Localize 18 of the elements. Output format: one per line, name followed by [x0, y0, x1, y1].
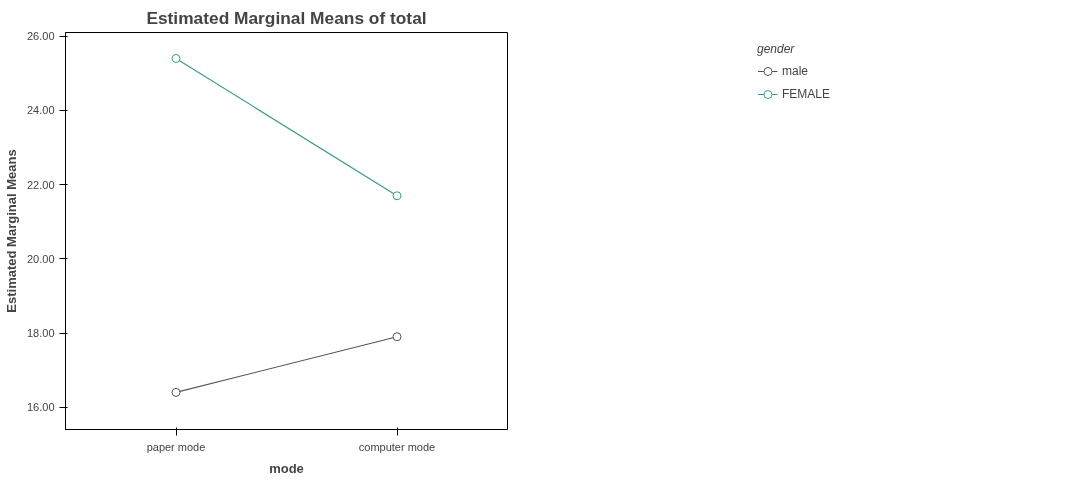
y-axis-title: Estimated Marginal Means — [3, 149, 19, 313]
legend-title: gender — [756, 42, 796, 56]
legend-label: male — [781, 64, 809, 78]
point — [171, 387, 181, 397]
point — [392, 332, 402, 342]
x-axis-title: mode — [269, 460, 304, 476]
y-tick-label: 16.00 — [26, 401, 55, 414]
chart-title: Estimated Marginal Means of total — [146, 7, 427, 28]
y-tick-label: 22.00 — [26, 178, 55, 191]
y-tick-label: 20.00 — [26, 252, 55, 265]
x-tick-label: paper mode — [146, 440, 206, 453]
legend-label: FEMALE — [781, 87, 831, 101]
y-tick-label: 18.00 — [26, 327, 55, 340]
y-tick-label: 24.00 — [26, 104, 55, 117]
y-tick-label: 26.00 — [26, 30, 55, 43]
point — [392, 191, 402, 201]
x-tick-label: computer mode — [358, 440, 436, 453]
point — [171, 53, 181, 63]
